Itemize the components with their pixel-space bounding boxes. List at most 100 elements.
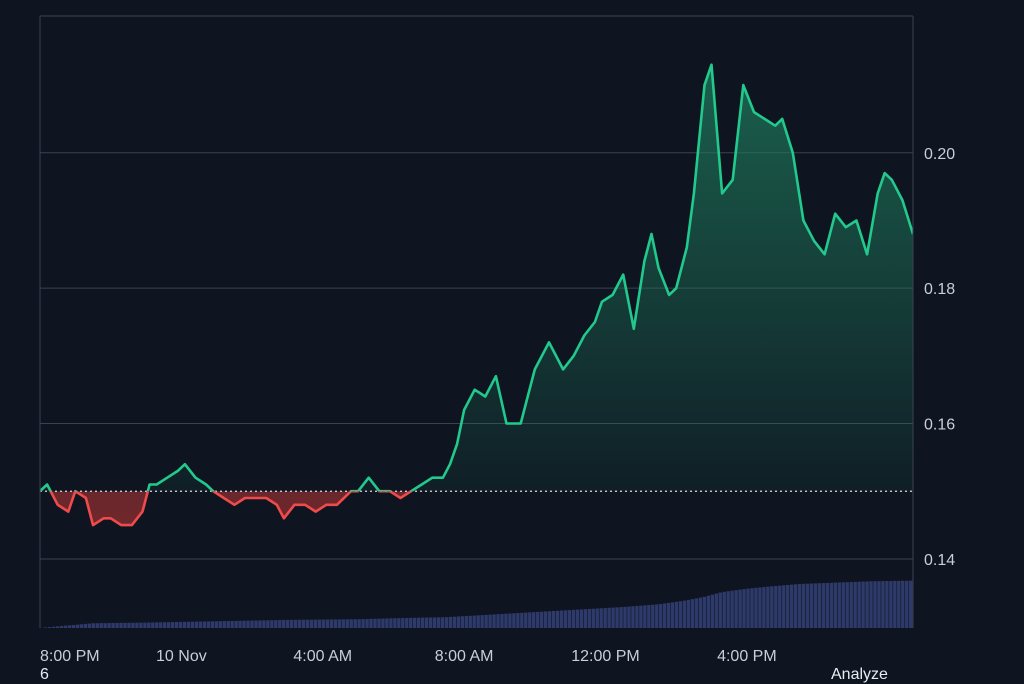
footer-left-text: 6 [40, 666, 49, 684]
volume-bar [877, 581, 880, 628]
volume-bar [885, 581, 888, 628]
volume-bar [417, 618, 420, 628]
volume-bar [480, 615, 483, 628]
volume-bar [60, 626, 63, 628]
volume-bar [774, 586, 777, 628]
volume-bar [671, 602, 674, 628]
volume-bar [663, 603, 666, 628]
volume-bar [679, 601, 682, 628]
volume-bar [330, 619, 333, 628]
volume-bar [449, 617, 452, 628]
volume-bar [143, 623, 146, 628]
volume-bar [227, 621, 230, 628]
volume-bar [901, 581, 904, 628]
volume-bar [473, 616, 476, 628]
volume-bar [846, 582, 849, 628]
volume-bar [88, 624, 91, 628]
volume-bar [861, 582, 864, 628]
area-up-fill [40, 65, 913, 525]
volume-bar [738, 590, 741, 628]
volume-bar [520, 613, 523, 628]
analyze-link[interactable]: Analyze [831, 666, 888, 684]
volume-bar [715, 594, 718, 628]
volume-bar [207, 621, 210, 628]
volume-bar [695, 598, 698, 628]
volume-bar [318, 620, 321, 628]
volume-bar [623, 607, 626, 628]
volume-bar [250, 621, 253, 628]
volume-bar [631, 606, 634, 628]
volume-bar [381, 619, 384, 628]
volume-bar [171, 622, 174, 628]
volume-bar [834, 583, 837, 628]
volume-bar [429, 617, 432, 628]
volume-bar [822, 583, 825, 628]
x-tick-label: 12:00 PM [571, 648, 639, 665]
volume-bar [655, 604, 658, 628]
volume-bar [52, 627, 55, 628]
volume-bar [159, 622, 162, 628]
volume-bar [790, 585, 793, 628]
volume-bar [96, 623, 99, 628]
volume-bar [338, 619, 341, 628]
volume-bar [111, 623, 114, 628]
y-tick-label: 0.18 [924, 281, 955, 298]
volume-bar [361, 619, 364, 628]
volume-bar [607, 608, 610, 628]
volume-bar [72, 625, 75, 628]
volume-bar [346, 619, 349, 628]
volume-bar [223, 621, 226, 628]
volume-bar [302, 620, 305, 628]
volume-bar [353, 619, 356, 628]
volume-bar [342, 619, 345, 628]
volume-bar [115, 623, 118, 628]
volume-bar [782, 585, 785, 628]
volume-bar [123, 623, 126, 628]
x-tick-label: 10 Nov [156, 648, 207, 665]
volume-bar [203, 621, 206, 628]
volume-bar [461, 616, 464, 628]
volume-bar [850, 582, 853, 628]
volume-bar [810, 584, 813, 628]
volume-bar [389, 618, 392, 628]
volume-bar [258, 620, 261, 628]
volume-bar [175, 622, 178, 628]
volume-bar [508, 614, 511, 628]
volume-bar [619, 607, 622, 628]
volume-bar [500, 614, 503, 628]
volume-bar [794, 584, 797, 628]
volume-bar [469, 616, 472, 628]
volume-bar [457, 616, 460, 628]
volume-bar [842, 582, 845, 628]
volume-bar [246, 621, 249, 628]
volume-bar [92, 623, 95, 628]
volume-bar [219, 621, 222, 628]
volume-bar [183, 622, 186, 628]
volume-bar [909, 581, 912, 628]
volume-bar [703, 597, 706, 628]
volume-bar [580, 609, 583, 628]
volume-bar [64, 626, 67, 628]
volume-bar [306, 620, 309, 628]
volume-bar [719, 593, 722, 628]
volume-bar [675, 602, 678, 628]
volume-bar [393, 618, 396, 628]
volume-bar [524, 613, 527, 628]
volume-bar [465, 616, 468, 628]
volume-bar [814, 583, 817, 628]
volume-bar [350, 619, 353, 628]
volume-bar [516, 613, 519, 628]
volume-bar [135, 623, 138, 628]
volume-bar [314, 620, 317, 628]
volume-bar [369, 619, 372, 628]
volume-bar [611, 608, 614, 628]
volume-bar [286, 620, 289, 628]
volume-bar [76, 625, 79, 628]
volume-bar [294, 620, 297, 628]
volume-bar [167, 622, 170, 628]
volume-bar [298, 620, 301, 628]
volume-bar [754, 588, 757, 628]
volume-bar [730, 591, 733, 628]
y-tick-label: 0.16 [924, 417, 955, 434]
